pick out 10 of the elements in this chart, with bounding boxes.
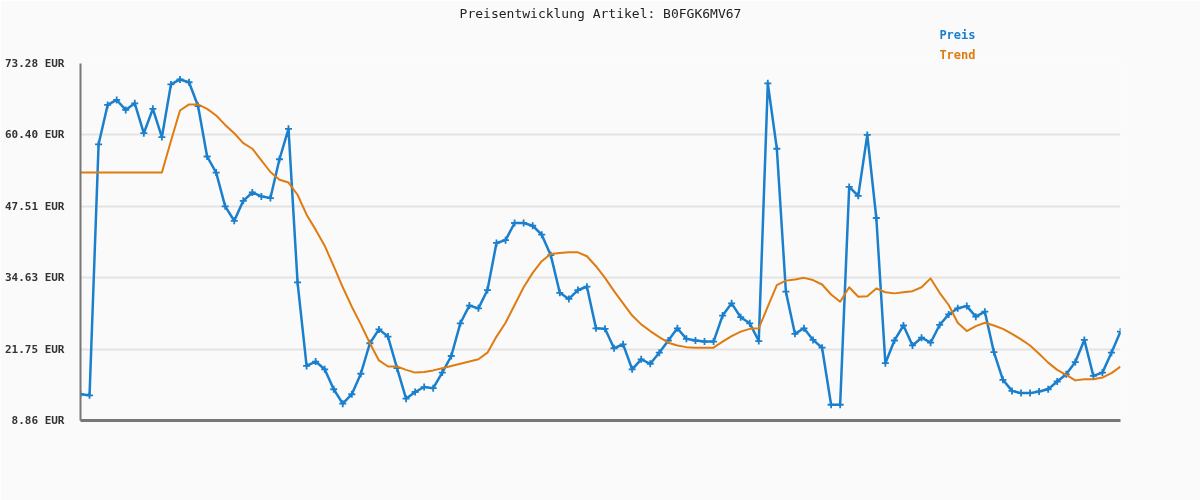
y-tick-label: 60.40 EUR [4, 128, 65, 142]
text: Preis [939, 27, 976, 42]
y-tick-label: 21.75 EUR [4, 342, 65, 356]
y-tick-label: 34.63 EUR [4, 271, 65, 285]
chart-title: Preisentwicklung Artikel: B0FGK6MV67 [459, 5, 742, 21]
y-tick-label: 73.28 EUR [4, 57, 65, 70]
y-tick-label: 47.51 EUR [4, 199, 65, 213]
text: Trend [939, 47, 976, 62]
line-series [80, 103, 1121, 382]
y-tick-label: 8.86 EUR [11, 414, 65, 427]
